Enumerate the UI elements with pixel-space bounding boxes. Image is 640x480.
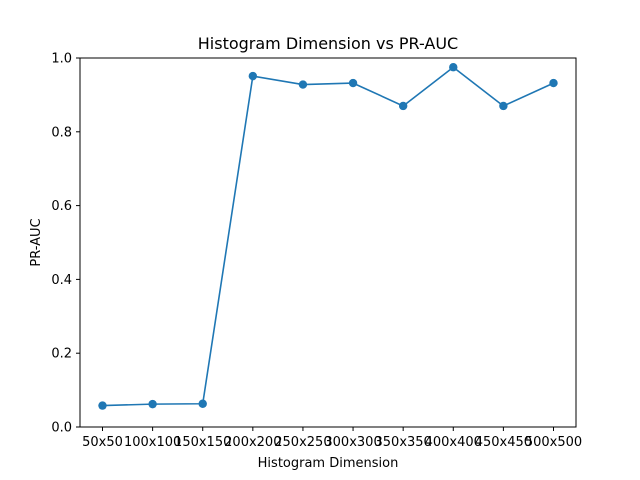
data-point xyxy=(398,101,408,111)
data-point xyxy=(449,63,458,72)
x-tick-label: 400x400 xyxy=(425,435,482,450)
data-point xyxy=(148,399,157,409)
x-tick-label: 250x250 xyxy=(274,435,331,450)
x-tick-label: 50x50 xyxy=(82,435,123,450)
x-axis-title: Histogram Dimension xyxy=(258,456,399,471)
data-point xyxy=(248,71,258,81)
x-tick-label: 450x450 xyxy=(475,435,532,450)
x-axis: 50x50 100x100150x150200x200250x250300x300… xyxy=(82,427,582,450)
x-tick-label: 150x150 xyxy=(174,435,231,450)
data-point xyxy=(198,399,207,408)
plot-area xyxy=(98,63,558,410)
x-tick-label: 300x300 xyxy=(324,435,381,450)
y-axis: 0.0 0.2 0.4 0.6 0.8 1.0 xyxy=(51,52,80,436)
data-point xyxy=(499,101,508,111)
y-axis-title: PR-AUC xyxy=(29,218,44,266)
y-tick-label: 0.0 xyxy=(51,421,72,436)
y-tick-label: 0.8 xyxy=(51,125,72,140)
x-tick-label: 500x500 xyxy=(525,435,582,450)
series-line xyxy=(102,66,554,407)
y-tick-label: 1.0 xyxy=(51,52,72,67)
y-tick-label: 0.2 xyxy=(51,347,72,362)
x-tick-label: 350x350 xyxy=(375,435,432,450)
y-tick-label: 0.4 xyxy=(51,273,72,288)
x-tick-label: 100x100 xyxy=(124,435,181,450)
y-tick-label: 0.6 xyxy=(51,199,72,214)
data-point xyxy=(549,78,558,88)
data-point xyxy=(298,80,308,89)
x-tick-label: 200x200 xyxy=(224,435,281,450)
plot-frame xyxy=(79,57,577,428)
chart-title: Histogram Dimension vs PR-AUC xyxy=(198,34,458,53)
data-point xyxy=(348,78,358,88)
data-point xyxy=(98,401,107,410)
